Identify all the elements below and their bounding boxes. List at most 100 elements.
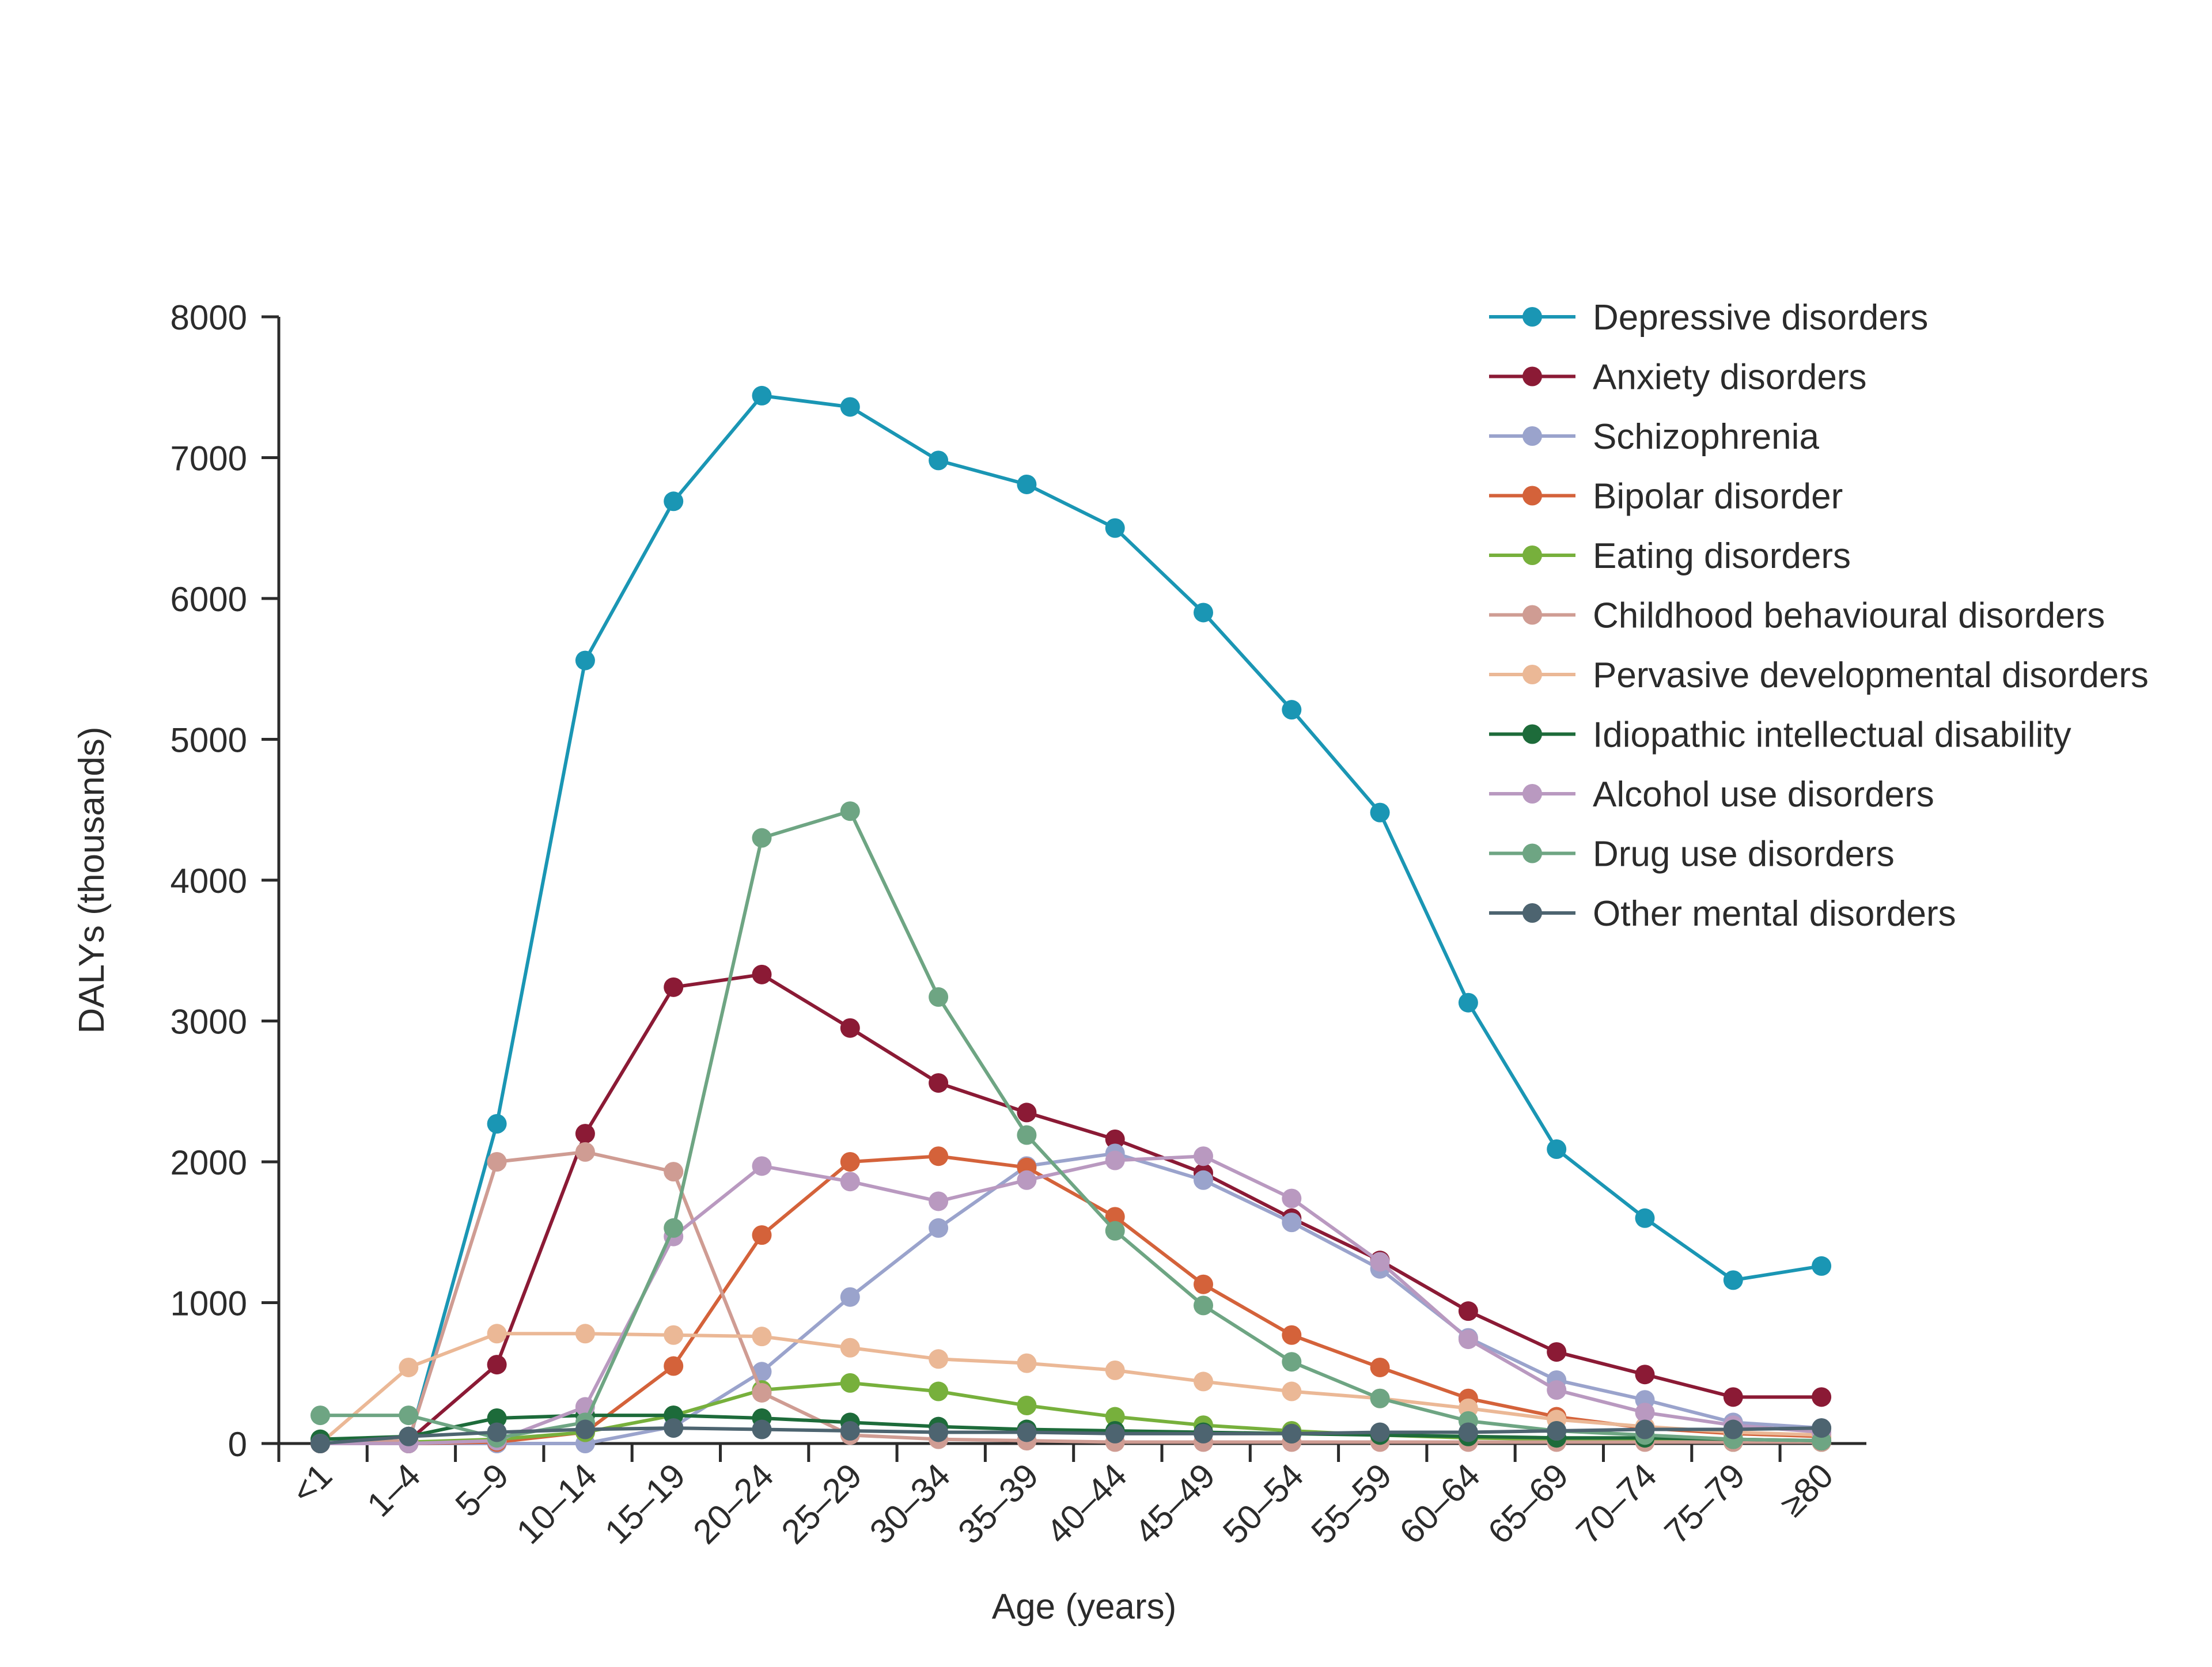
legend-swatch-marker: [1522, 545, 1542, 565]
data-point: [1635, 1403, 1655, 1423]
legend-item-depressive-disorders: Depressive disorders: [1489, 298, 1928, 338]
y-tick-label: 2000: [171, 1143, 247, 1182]
data-point: [575, 1419, 595, 1439]
data-point: [840, 1018, 860, 1038]
data-point: [840, 1420, 860, 1441]
data-point: [399, 1405, 419, 1426]
legend-label: Bipolar disorder: [1593, 477, 1843, 517]
data-point: [310, 1405, 330, 1426]
data-point: [1370, 1422, 1390, 1442]
data-point: [752, 828, 772, 848]
x-tick-label: 10–14: [509, 1456, 604, 1551]
legend-item-bipolar-disorder: Bipolar disorder: [1489, 477, 1843, 517]
series-line-childhood-behavioural-disorders: [320, 1150, 1822, 1445]
x-tick-label: <1: [284, 1456, 339, 1511]
x-tick-label: 20–24: [685, 1456, 781, 1551]
legend: Depressive disorders Anxiety disorders Sch…: [1489, 298, 2149, 934]
legend-swatch-marker: [1522, 486, 1542, 506]
data-point: [752, 1225, 772, 1245]
data-point: [1282, 1352, 1302, 1372]
legend-swatch-marker: [1522, 784, 1542, 804]
x-tick-label: 50–54: [1215, 1456, 1310, 1551]
data-point: [1017, 1353, 1037, 1373]
legend-label: Eating disorders: [1593, 536, 1851, 576]
x-tick-label: 40–44: [1039, 1456, 1134, 1551]
x-tick-label: 70–74: [1569, 1456, 1664, 1551]
data-point: [1105, 1423, 1125, 1444]
legend-label: Drug use disorders: [1593, 835, 1895, 874]
data-point: [487, 1408, 507, 1428]
data-point: [1017, 1170, 1037, 1190]
legend-item-anxiety-disorders: Anxiety disorders: [1489, 358, 1867, 397]
x-tick-label: 1–4: [359, 1456, 427, 1524]
data-point: [1635, 1365, 1655, 1385]
y-tick-label: 0: [228, 1425, 247, 1464]
y-tick-label: 7000: [171, 440, 247, 478]
data-point: [1812, 1418, 1832, 1438]
data-point: [929, 450, 949, 471]
data-point: [310, 1434, 330, 1453]
data-point: [1194, 1295, 1213, 1316]
data-point: [1017, 1422, 1037, 1442]
y-tick-label: 6000: [171, 580, 247, 619]
data-point: [1723, 1270, 1743, 1290]
data-point: [664, 1162, 684, 1182]
data-point: [1105, 1360, 1125, 1380]
data-point: [1194, 1274, 1213, 1294]
series-line-alcohol-use-disorders: [320, 1154, 1822, 1445]
series-other-mental-disorders: [310, 1418, 1832, 1453]
data-point: [1194, 1423, 1213, 1444]
data-point: [1105, 1207, 1125, 1227]
x-tick-label: 55–59: [1304, 1456, 1399, 1551]
series-childhood-behavioural-disorders: [310, 1142, 1832, 1453]
x-tick-label: 25–29: [774, 1456, 869, 1551]
data-point: [1635, 1419, 1655, 1439]
data-point: [1105, 1129, 1125, 1149]
series-layer: [310, 385, 1832, 1453]
legend-label: Schizophrenia: [1593, 417, 1819, 457]
data-point: [840, 1287, 860, 1307]
data-point: [664, 1418, 684, 1438]
x-tick-label: 60–64: [1392, 1456, 1487, 1551]
data-point: [1370, 1388, 1390, 1408]
y-tick-label: 3000: [171, 1003, 247, 1041]
data-point: [1547, 1139, 1567, 1159]
data-point: [1812, 1256, 1832, 1276]
legend-label: Idiopathic intellectual disability: [1593, 715, 2071, 755]
legend-swatch-marker: [1522, 903, 1542, 923]
series-schizophrenia: [310, 1143, 1832, 1453]
legend-item-other-mental-disorders: Other mental disorders: [1489, 894, 1956, 934]
data-point: [840, 1172, 860, 1192]
data-point: [399, 1426, 419, 1446]
legend-swatch-marker: [1522, 307, 1542, 327]
legend-item-drug-use-disorders: Drug use disorders: [1489, 835, 1895, 874]
data-point: [1194, 603, 1213, 623]
data-point: [1282, 1325, 1302, 1345]
y-ticks: 0 1000 2000 3000 4000 5000 6000 7000 8000: [171, 298, 279, 1464]
legend-item-eating-disorders: Eating disorders: [1489, 536, 1851, 576]
data-point: [1017, 474, 1037, 494]
data-point: [1812, 1387, 1832, 1407]
data-point: [1547, 1380, 1567, 1400]
data-point: [929, 1073, 949, 1093]
legend-swatch-marker: [1522, 843, 1542, 863]
data-point: [487, 1324, 507, 1344]
data-point: [752, 1156, 772, 1176]
data-point: [664, 1218, 684, 1238]
data-point: [929, 1422, 949, 1442]
data-point: [929, 1218, 949, 1238]
data-point: [1547, 1342, 1567, 1362]
legend-swatch-marker: [1522, 366, 1542, 387]
legend-label: Anxiety disorders: [1593, 358, 1867, 397]
x-tick-label: 5–9: [448, 1456, 516, 1524]
data-point: [929, 1349, 949, 1369]
data-point: [1017, 1103, 1037, 1123]
data-point: [575, 1124, 595, 1144]
data-point: [1194, 1372, 1213, 1392]
x-tick-label: 30–34: [862, 1456, 957, 1551]
x-tick-label: ≥80: [1772, 1456, 1840, 1524]
legend-label: Pervasive developmental disorders: [1593, 656, 2149, 695]
data-point: [1282, 700, 1302, 720]
data-point: [1194, 1146, 1213, 1166]
